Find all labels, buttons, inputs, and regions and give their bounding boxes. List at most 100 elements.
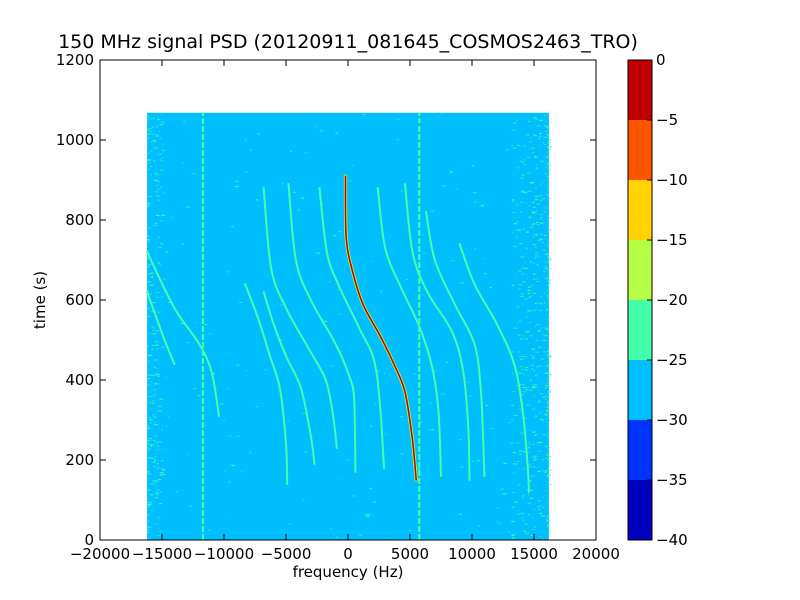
- noise-pixel: [159, 160, 164, 162]
- noise-pixel: [546, 194, 549, 196]
- noise-pixel: [194, 321, 196, 323]
- noise-pixel: [546, 378, 548, 380]
- noise-pixel: [539, 119, 543, 121]
- noise-pixel: [148, 264, 152, 266]
- noise-pixel: [548, 391, 552, 393]
- doppler-track-6: [287, 183, 357, 473]
- noise-pixel: [522, 387, 526, 389]
- noise-pixel: [534, 187, 537, 189]
- x-tick-label: −5000: [261, 545, 312, 563]
- noise-pixel: [531, 456, 536, 458]
- noise-pixel: [548, 185, 551, 187]
- noise-pixel: [545, 454, 550, 456]
- noise-pixel: [147, 129, 150, 131]
- noise-pixel: [472, 192, 477, 194]
- noise-pixel: [455, 188, 458, 190]
- noise-pixel: [159, 503, 163, 505]
- noise-pixel: [526, 172, 531, 174]
- noise-pixel: [548, 360, 552, 362]
- doppler-track-2: [146, 251, 220, 417]
- noise-pixel: [208, 529, 211, 531]
- noise-pixel: [529, 489, 533, 491]
- noise-pixel: [523, 530, 527, 532]
- noise-pixel: [442, 185, 447, 187]
- noise-pixel: [165, 425, 169, 427]
- noise-pixel: [547, 285, 549, 287]
- noise-pixel: [468, 395, 472, 397]
- noise-pixel: [531, 516, 534, 518]
- colorbar-band: [628, 120, 652, 180]
- noise-pixel: [526, 278, 528, 280]
- noise-pixel: [527, 343, 529, 344]
- noise-pixel: [543, 180, 545, 182]
- noise-pixel: [547, 142, 551, 144]
- noise-pixel: [149, 241, 151, 243]
- noise-pixel: [544, 327, 547, 329]
- noise-pixel: [149, 402, 152, 404]
- noise-pixel: [175, 491, 179, 492]
- noise-pixel: [527, 514, 531, 516]
- noise-pixel: [548, 169, 551, 171]
- noise-pixel: [151, 276, 153, 277]
- noise-pixel: [154, 456, 156, 458]
- noise-pixel: [153, 439, 156, 441]
- noise-pixel: [191, 173, 196, 175]
- noise-pixel: [158, 131, 161, 132]
- noise-pixel: [519, 358, 524, 360]
- noise-pixel: [542, 434, 546, 436]
- noise-pixel: [532, 223, 535, 225]
- noise-pixel: [546, 295, 550, 297]
- noise-pixel: [536, 281, 540, 282]
- noise-pixel: [148, 281, 152, 283]
- noise-pixel: [530, 534, 534, 536]
- noise-pixel: [476, 460, 480, 462]
- noise-pixel: [167, 416, 170, 418]
- noise-pixel: [161, 296, 164, 298]
- noise-pixel: [520, 432, 524, 434]
- noise-pixel: [147, 425, 150, 427]
- noise-pixel: [147, 345, 149, 347]
- noise-pixel: [531, 349, 534, 351]
- noise-pixel: [548, 356, 551, 358]
- noise-pixel: [522, 496, 524, 498]
- noise-pixel: [147, 373, 150, 375]
- noise-pixel: [422, 252, 426, 254]
- noise-pixel: [548, 162, 551, 164]
- noise-pixel: [547, 126, 550, 128]
- noise-pixel: [529, 335, 534, 337]
- plot-area: [100, 60, 596, 540]
- noise-pixel: [380, 290, 382, 292]
- noise-pixel: [546, 403, 551, 405]
- noise-pixel: [511, 144, 514, 146]
- colorbar-tick-label: −20: [656, 291, 688, 309]
- noise-pixel: [544, 277, 548, 279]
- noise-pixel: [511, 404, 513, 406]
- noise-pixel: [150, 277, 153, 279]
- noise-pixel: [160, 220, 163, 222]
- x-tick-label: 10000: [448, 545, 496, 563]
- noise-pixel: [534, 255, 539, 257]
- noise-pixel: [159, 169, 163, 171]
- noise-pixel: [225, 513, 227, 515]
- noise-pixel: [548, 178, 550, 180]
- noise-pixel: [530, 226, 534, 228]
- noise-pixel: [148, 374, 151, 376]
- noise-pixel: [523, 159, 526, 161]
- noise-pixel: [422, 233, 425, 235]
- noise-pixel: [300, 197, 304, 199]
- noise-pixel: [256, 199, 259, 201]
- noise-pixel: [502, 493, 507, 495]
- noise-pixel: [245, 370, 247, 371]
- doppler-track-8: [318, 187, 385, 469]
- noise-pixel: [152, 330, 156, 331]
- noise-pixel: [433, 370, 437, 372]
- noise-pixel: [365, 515, 370, 517]
- colorbar-band: [628, 180, 652, 240]
- noise-pixel: [220, 403, 224, 405]
- noise-pixel: [544, 372, 547, 374]
- noise-pixel: [545, 365, 549, 367]
- noise-pixel: [158, 236, 160, 238]
- noise-pixel: [148, 520, 150, 522]
- noise-pixel: [522, 451, 526, 453]
